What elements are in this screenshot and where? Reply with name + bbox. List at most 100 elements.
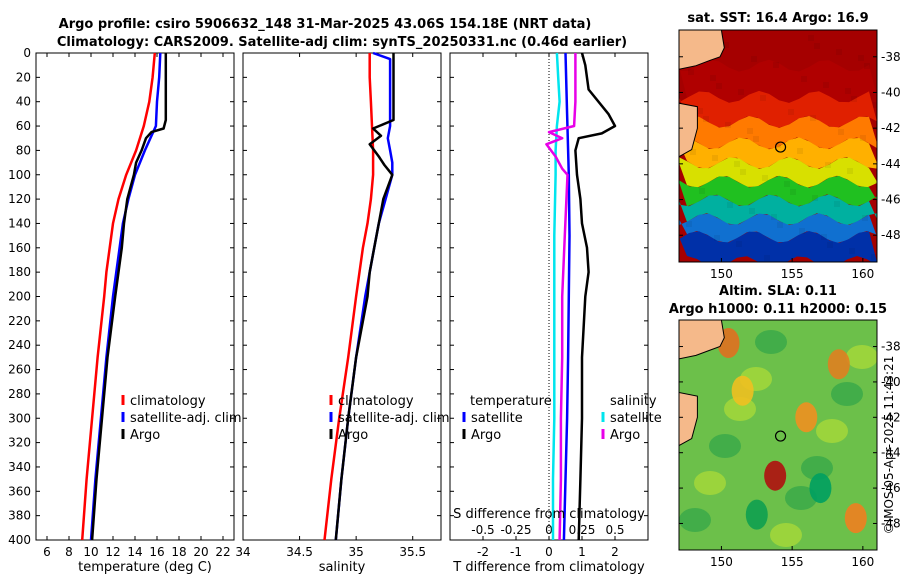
sla-blob — [816, 419, 848, 443]
x-tick-label: 34.5 — [286, 545, 313, 559]
x-tick-label: -2 — [477, 545, 489, 559]
map-y-tick-label: -38 — [881, 50, 900, 64]
map-x-tick-label: 150 — [710, 267, 733, 281]
sst-pixel — [875, 182, 877, 188]
sst-map-title: sat. SST: 16.4 Argo: 16.9 — [687, 11, 868, 26]
salinity-xlabel: salinity — [319, 560, 366, 575]
sst-pixel — [703, 116, 709, 122]
title-line-2: Climatology: CARS2009. Satellite-adj cli… — [57, 35, 627, 50]
sst-pixel — [845, 88, 851, 94]
sal-legend-argo: Argo — [338, 428, 368, 443]
sst-pixel — [799, 228, 805, 234]
sst-pixel — [699, 188, 705, 194]
sla-blob — [785, 486, 817, 510]
sla-blob — [709, 434, 741, 458]
sst-pixel — [740, 169, 746, 175]
sst-pixel — [808, 35, 814, 41]
sst-pixel — [862, 215, 868, 221]
sst-pixel — [788, 109, 794, 115]
sst-pixel — [686, 221, 692, 227]
tasmania-coast — [679, 391, 698, 447]
y-tick-label: 60 — [16, 119, 31, 133]
sst-pixel — [747, 128, 753, 134]
series-satellite-adj-clim — [334, 51, 394, 541]
s-tick-label: 0 — [545, 523, 553, 537]
sla-blob — [846, 345, 877, 369]
x-tick-label: 22 — [215, 545, 230, 559]
y-tick-label: 340 — [8, 460, 31, 474]
sst-pixel — [825, 162, 831, 168]
y-tick-label: 280 — [8, 387, 31, 401]
sst-band — [679, 175, 877, 207]
sst-pixel — [784, 181, 790, 187]
series-climatology — [323, 53, 375, 541]
difference-legend: temperature satellite Argo salinity sate… — [462, 394, 662, 443]
x-tick-label: 35.5 — [399, 545, 426, 559]
series-t-argo — [574, 52, 617, 541]
mainland-coast — [679, 30, 725, 70]
y-tick-label: 220 — [8, 314, 31, 328]
argo-position-marker — [774, 430, 787, 442]
map-y-tick-label: -48 — [881, 228, 900, 242]
sst-band — [679, 194, 877, 226]
sst-pixel — [697, 108, 703, 114]
map-x-tick-label: 150 — [710, 555, 733, 569]
map-x-tick-label: 155 — [781, 555, 804, 569]
legend-t-argo: Argo — [471, 428, 501, 443]
mainland-coast — [679, 320, 725, 360]
sst-pixel — [814, 43, 820, 49]
sst-pixel — [851, 96, 857, 102]
y-tick-label: 40 — [16, 95, 31, 109]
sst-pixel — [725, 122, 731, 128]
s-tick-label: -0.5 — [471, 523, 494, 537]
sst-pixel — [736, 241, 742, 247]
sst-band — [679, 59, 877, 103]
y-tick-label: 380 — [8, 509, 31, 523]
sla-blob — [755, 330, 787, 354]
sla-blob — [770, 523, 802, 547]
x-tick-label: -1 — [510, 545, 522, 559]
sst-pixel — [688, 69, 694, 75]
sst-pixel — [838, 129, 844, 135]
sst-band — [679, 157, 877, 188]
series-argo — [334, 53, 395, 541]
map-field — [679, 320, 877, 550]
y-tick-label: 200 — [8, 290, 31, 304]
y-tick-label: 180 — [8, 265, 31, 279]
y-tick-label: 160 — [8, 241, 31, 255]
sst-pixel — [871, 254, 877, 260]
x-tick-label: 34 — [235, 545, 250, 559]
sst-pixel — [821, 234, 827, 240]
sst-pixel — [873, 102, 877, 108]
sst-pixel — [762, 175, 768, 181]
plot-frame — [35, 52, 235, 541]
y-tick-label: 120 — [8, 192, 31, 206]
map-frame — [678, 319, 878, 551]
y-tick-label: 300 — [8, 411, 31, 425]
x-tick-label: 16 — [149, 545, 164, 559]
x-tick-label: 8 — [65, 545, 73, 559]
x-tick-label: 20 — [193, 545, 208, 559]
legend-argo: Argo — [130, 428, 160, 443]
sal-legend-satellite: satellite-adj. clim — [338, 411, 450, 426]
sla-anomaly — [764, 460, 787, 491]
map-y-tick-label: -42 — [881, 410, 900, 424]
y-tick-label: 240 — [8, 338, 31, 352]
y-tick-label: 140 — [8, 216, 31, 230]
sst-band — [679, 116, 877, 150]
series-t-satellite — [562, 52, 571, 541]
sst-pixel — [738, 89, 744, 95]
legend-satellite: satellite-adj. clim — [130, 411, 242, 426]
y-tick-label: 320 — [8, 436, 31, 450]
sst-pixel — [801, 76, 807, 82]
s-difference-xlabel: S difference from climatology — [453, 507, 645, 522]
map-y-tick-label: -40 — [881, 85, 900, 99]
map-field — [679, 30, 877, 262]
sst-band — [679, 30, 877, 72]
x-tick-label: 35 — [349, 545, 364, 559]
temperature-panel: 0 20 40 60 80 100 120 140 160 180 200 220 240 260 280 3… — [8, 46, 235, 559]
sla-anomaly — [731, 375, 754, 406]
sst-pixel — [712, 155, 718, 161]
legend-s-title: salinity — [610, 394, 657, 409]
sst-pixel — [775, 142, 781, 148]
